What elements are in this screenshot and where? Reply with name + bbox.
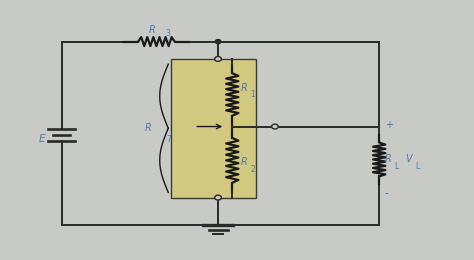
Text: R: R xyxy=(148,25,155,35)
Circle shape xyxy=(215,56,221,61)
Circle shape xyxy=(272,124,278,129)
Text: L: L xyxy=(394,162,399,171)
Bar xyxy=(171,59,256,198)
Text: R: R xyxy=(385,154,392,165)
Text: R: R xyxy=(241,82,247,93)
Text: 2: 2 xyxy=(250,165,255,173)
Text: R: R xyxy=(145,123,152,133)
Text: +: + xyxy=(385,120,393,130)
Text: V: V xyxy=(405,154,412,165)
Text: R: R xyxy=(241,157,247,167)
Text: 1: 1 xyxy=(250,90,255,99)
Text: 3: 3 xyxy=(165,29,170,38)
Text: E: E xyxy=(38,134,45,144)
Text: L: L xyxy=(415,162,419,171)
Circle shape xyxy=(215,195,221,200)
Text: -: - xyxy=(385,188,388,198)
Circle shape xyxy=(215,40,221,44)
Text: 7: 7 xyxy=(166,135,171,144)
